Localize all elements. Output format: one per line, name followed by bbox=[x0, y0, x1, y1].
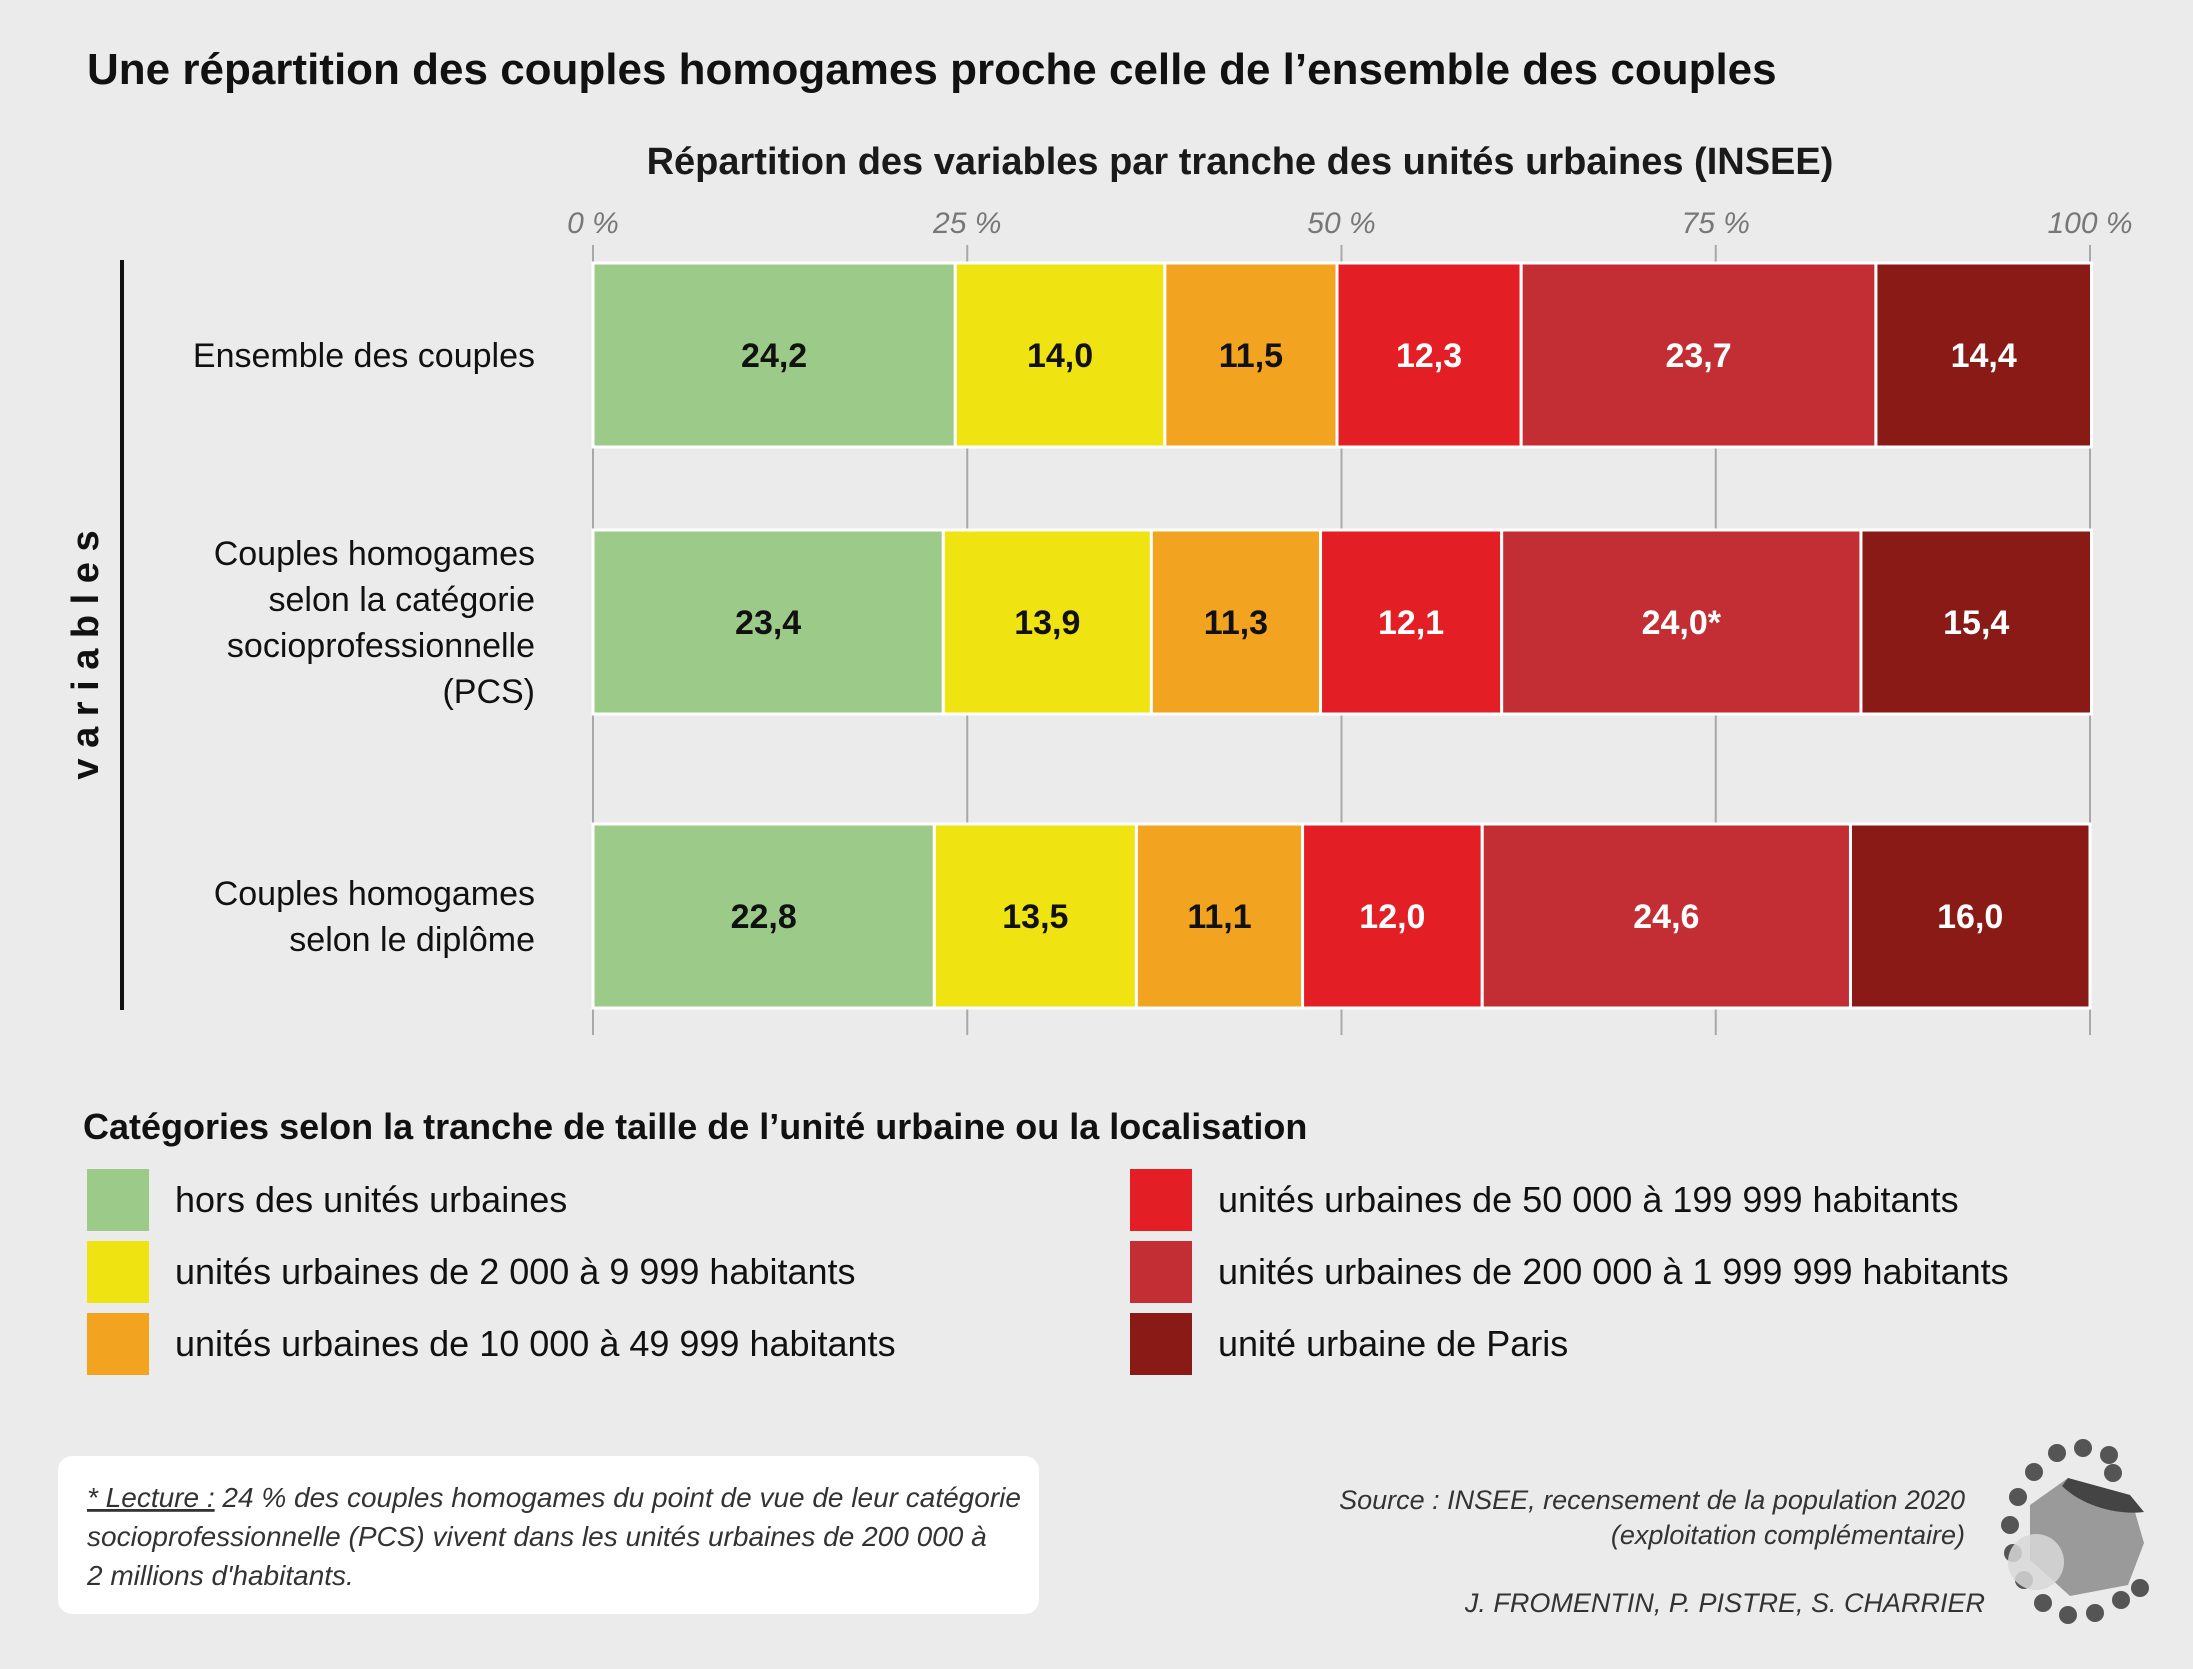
category-labels: Ensemble des couples Couples homogames sel… bbox=[193, 337, 535, 959]
logo-circle bbox=[2008, 1534, 2064, 1590]
legend-swatch bbox=[1130, 1313, 1192, 1375]
authors: J. FROMENTIN, P. PISTRE, S. CHARRIER bbox=[1464, 1588, 1985, 1618]
bar-segment bbox=[1134, 822, 1305, 1010]
source-line: Source : INSEE, recensement de la popula… bbox=[1339, 1485, 1965, 1515]
bar-segment bbox=[591, 261, 957, 449]
category-label: socioprofessionnelle bbox=[227, 627, 535, 665]
legend-swatch bbox=[87, 1313, 149, 1375]
category-label: Couples homogames bbox=[214, 875, 535, 913]
note-text: 24 % des couples homogames du point de v… bbox=[215, 1482, 1021, 1513]
chart-subtitle: Répartition des variables par tranche de… bbox=[647, 141, 1834, 183]
legend-label: unités urbaines de 50 000 à 199 999 habi… bbox=[1218, 1179, 1959, 1220]
data-label: 24,0* bbox=[1642, 604, 1722, 642]
data-label: 11,3 bbox=[1204, 604, 1268, 642]
legend-label: hors des unités urbaines bbox=[175, 1179, 567, 1220]
data-label: 12,3 bbox=[1396, 337, 1462, 375]
bar-segment bbox=[1480, 822, 1852, 1010]
category-label: (PCS) bbox=[442, 673, 535, 711]
logo-dot bbox=[2048, 1444, 2066, 1462]
bar-segment bbox=[1874, 261, 2093, 449]
reading-note: * Lecture : 24 % des couples homogames d… bbox=[58, 1456, 1039, 1614]
logo-dot bbox=[2009, 1488, 2027, 1506]
tick-label: 25 % bbox=[932, 207, 1001, 240]
logo-dot bbox=[2074, 1439, 2092, 1457]
bar-segment bbox=[1859, 528, 2093, 716]
data-label: 11,1 bbox=[1187, 898, 1251, 936]
data-label: 24,6 bbox=[1633, 898, 1699, 936]
bar-segment bbox=[1319, 528, 1504, 716]
data-label: 16,0 bbox=[1937, 898, 2003, 936]
bar-segment bbox=[1848, 822, 2092, 1010]
note-line: 2 millions d'habitants. bbox=[86, 1560, 354, 1591]
category-label: selon la catégorie bbox=[268, 581, 535, 619]
tick-label: 75 % bbox=[1682, 207, 1750, 240]
bar-segment bbox=[1500, 528, 1863, 716]
logo-dot bbox=[2112, 1591, 2130, 1609]
source-block: Source : INSEE, recensement de la popula… bbox=[1339, 1485, 1985, 1618]
logo-dot bbox=[2025, 1463, 2043, 1481]
category-label: Couples homogames bbox=[214, 535, 535, 573]
data-label: 13,5 bbox=[1002, 898, 1068, 936]
legend-label: unités urbaines de 2 000 à 9 999 habitan… bbox=[175, 1251, 856, 1292]
data-label: 23,4 bbox=[735, 604, 801, 642]
tick-label: 50 % bbox=[1307, 207, 1375, 240]
bar-segment bbox=[1301, 822, 1484, 1010]
legend: Catégories selon la tranche de taille de… bbox=[83, 1106, 2009, 1375]
data-label: 12,0 bbox=[1359, 898, 1425, 936]
logo-dot bbox=[2086, 1604, 2104, 1622]
data-label: 15,4 bbox=[1943, 604, 2009, 642]
data-label: 23,7 bbox=[1665, 337, 1731, 375]
data-label: 13,9 bbox=[1014, 604, 1080, 642]
bar-segment bbox=[591, 822, 936, 1010]
bar-segment bbox=[1335, 261, 1523, 449]
logo-dot bbox=[2059, 1606, 2077, 1624]
logo-hexagon-top bbox=[2062, 1478, 2144, 1513]
logo-dot bbox=[2034, 1594, 2052, 1612]
data-label: 11,5 bbox=[1219, 337, 1283, 375]
source-line: (exploitation complémentaire) bbox=[1611, 1520, 1965, 1550]
bars-layer: 24,2 14,0 11,5 12,3 23,7 14,4 23,4 13,9 11,3 12,1… bbox=[591, 261, 2093, 1010]
bar-segment bbox=[941, 528, 1153, 716]
data-label: 22,8 bbox=[731, 898, 797, 936]
logo-dot bbox=[2104, 1464, 2122, 1482]
legend-swatch bbox=[87, 1241, 149, 1303]
bar-segment bbox=[1163, 261, 1339, 449]
bar-segment bbox=[591, 528, 945, 716]
tick-label: 100 % bbox=[2047, 207, 2132, 240]
legend-label: unités urbaines de 200 000 à 1 999 999 h… bbox=[1218, 1251, 2009, 1292]
data-label: 14,0 bbox=[1027, 337, 1093, 375]
legend-swatch bbox=[1130, 1241, 1192, 1303]
data-label: 24,2 bbox=[741, 337, 807, 375]
note-line: * Lecture : 24 % des couples homogames d… bbox=[87, 1482, 1021, 1513]
legend-title: Catégories selon la tranche de taille de… bbox=[83, 1106, 1307, 1147]
logo-dot bbox=[2001, 1516, 2019, 1534]
note-box bbox=[58, 1456, 1039, 1614]
logo-dot bbox=[2100, 1446, 2118, 1464]
logo bbox=[2001, 1439, 2149, 1624]
bar-segment bbox=[932, 822, 1138, 1010]
bar-segment bbox=[1149, 528, 1323, 716]
y-axis-label: v a r i a b l e s bbox=[65, 530, 107, 779]
category-label: selon le diplôme bbox=[289, 921, 535, 959]
legend-swatch bbox=[1130, 1169, 1192, 1231]
page-title: Une répartition des couples homogames pr… bbox=[87, 45, 1777, 94]
note-line: socioprofessionnelle (PCS) vivent dans l… bbox=[87, 1521, 987, 1552]
legend-swatch bbox=[87, 1169, 149, 1231]
tick-label: 0 % bbox=[567, 207, 619, 240]
note-label: * Lecture : bbox=[87, 1482, 215, 1513]
data-label: 14,4 bbox=[1951, 337, 2017, 375]
legend-label: unités urbaines de 10 000 à 49 999 habit… bbox=[175, 1323, 896, 1364]
bar-segment bbox=[953, 261, 1167, 449]
data-label: 12,1 bbox=[1378, 604, 1444, 642]
category-label: Ensemble des couples bbox=[193, 337, 535, 375]
logo-dot bbox=[2131, 1579, 2149, 1597]
legend-label: unité urbaine de Paris bbox=[1218, 1323, 1568, 1364]
